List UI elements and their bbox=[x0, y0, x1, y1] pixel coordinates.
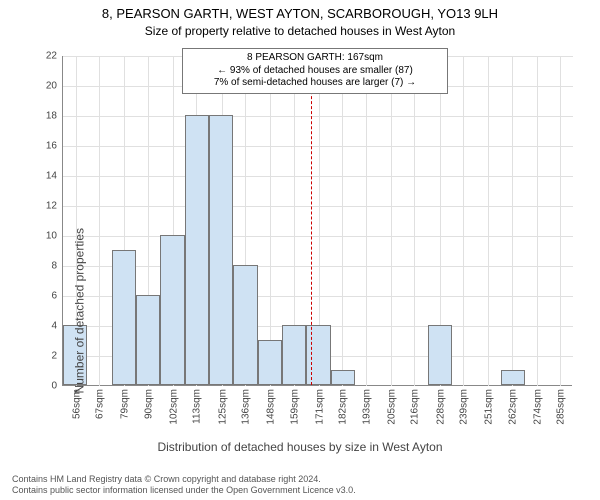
gridline-h bbox=[63, 176, 573, 177]
y-tick-label: 16 bbox=[46, 141, 63, 152]
x-tick-label: 67sqm bbox=[92, 389, 105, 419]
y-tick-label: 8 bbox=[51, 261, 63, 272]
histogram-bar bbox=[112, 250, 136, 385]
y-tick-label: 0 bbox=[51, 381, 63, 392]
x-axis-label: Distribution of detached houses by size … bbox=[0, 440, 600, 454]
histogram-bar bbox=[185, 115, 209, 385]
x-tick-label: 182sqm bbox=[336, 389, 349, 425]
y-tick-label: 6 bbox=[51, 291, 63, 302]
x-tick-label: 136sqm bbox=[238, 389, 251, 425]
x-tick-label: 171sqm bbox=[313, 389, 326, 425]
annotation-box: 8 PEARSON GARTH: 167sqm ← 93% of detache… bbox=[182, 48, 448, 94]
x-tick-label: 125sqm bbox=[215, 389, 228, 425]
histogram-bar bbox=[136, 295, 160, 385]
x-tick-label: 216sqm bbox=[408, 389, 421, 425]
x-tick-label: 239sqm bbox=[456, 389, 469, 425]
x-tick-label: 90sqm bbox=[141, 389, 154, 419]
gridline-v bbox=[391, 56, 392, 386]
gridline-v bbox=[463, 56, 464, 386]
gridline-h bbox=[63, 236, 573, 237]
x-tick-label: 251sqm bbox=[482, 389, 495, 425]
histogram-bar bbox=[233, 265, 257, 385]
gridline-v bbox=[414, 56, 415, 386]
x-tick-label: 228sqm bbox=[433, 389, 446, 425]
y-tick-label: 22 bbox=[46, 51, 63, 62]
reference-line bbox=[311, 56, 312, 385]
gridline-v bbox=[512, 56, 513, 386]
y-tick-label: 14 bbox=[46, 171, 63, 182]
y-tick-label: 12 bbox=[46, 201, 63, 212]
gridline-h bbox=[63, 266, 573, 267]
y-tick-label: 2 bbox=[51, 351, 63, 362]
gridline-h bbox=[63, 206, 573, 207]
y-tick-label: 10 bbox=[46, 231, 63, 242]
annotation-line1: 8 PEARSON GARTH: 167sqm bbox=[189, 52, 441, 65]
annotation-line3: 7% of semi-detached houses are larger (7… bbox=[189, 77, 441, 90]
gridline-v bbox=[488, 56, 489, 386]
annotation-line2: ← 93% of detached houses are smaller (87… bbox=[189, 65, 441, 78]
histogram-bar bbox=[501, 370, 525, 385]
x-tick-label: 205sqm bbox=[385, 389, 398, 425]
y-tick-label: 18 bbox=[46, 111, 63, 122]
histogram-bar bbox=[282, 325, 306, 385]
y-tick-label: 4 bbox=[51, 321, 63, 332]
gridline-v bbox=[99, 56, 100, 386]
gridline-v bbox=[366, 56, 367, 386]
histogram-bar bbox=[258, 340, 282, 385]
gridline-v bbox=[270, 56, 271, 386]
gridline-v bbox=[342, 56, 343, 386]
histogram-bar bbox=[428, 325, 452, 385]
x-tick-label: 79sqm bbox=[118, 389, 131, 419]
x-tick-label: 113sqm bbox=[190, 389, 203, 424]
y-axis-label: Number of detached properties bbox=[72, 228, 86, 393]
gridline-v bbox=[560, 56, 561, 386]
histogram-bar bbox=[160, 235, 184, 385]
gridline-h bbox=[63, 146, 573, 147]
footer-line2: Contains public sector information licen… bbox=[12, 485, 600, 496]
x-tick-label: 262sqm bbox=[505, 389, 518, 425]
chart-title-description: Size of property relative to detached ho… bbox=[0, 24, 600, 38]
footer-attribution: Contains HM Land Registry data © Crown c… bbox=[0, 474, 600, 496]
plot-area: 024681012141618202256sqm67sqm79sqm90sqm1… bbox=[62, 56, 572, 386]
gridline-h bbox=[63, 116, 573, 117]
histogram-bar bbox=[331, 370, 355, 385]
x-tick-label: 148sqm bbox=[264, 389, 277, 425]
x-tick-label: 274sqm bbox=[531, 389, 544, 425]
chart-container: 8, PEARSON GARTH, WEST AYTON, SCARBOROUG… bbox=[0, 0, 600, 500]
chart-title-address: 8, PEARSON GARTH, WEST AYTON, SCARBOROUG… bbox=[0, 6, 600, 21]
x-tick-label: 56sqm bbox=[69, 389, 82, 419]
gridline-v bbox=[537, 56, 538, 386]
footer-line1: Contains HM Land Registry data © Crown c… bbox=[12, 474, 600, 485]
x-tick-label: 193sqm bbox=[359, 389, 372, 425]
x-tick-label: 159sqm bbox=[287, 389, 300, 425]
y-tick-label: 20 bbox=[46, 81, 63, 92]
x-tick-label: 102sqm bbox=[167, 389, 180, 425]
x-tick-label: 285sqm bbox=[554, 389, 567, 425]
histogram-bar bbox=[209, 115, 233, 385]
